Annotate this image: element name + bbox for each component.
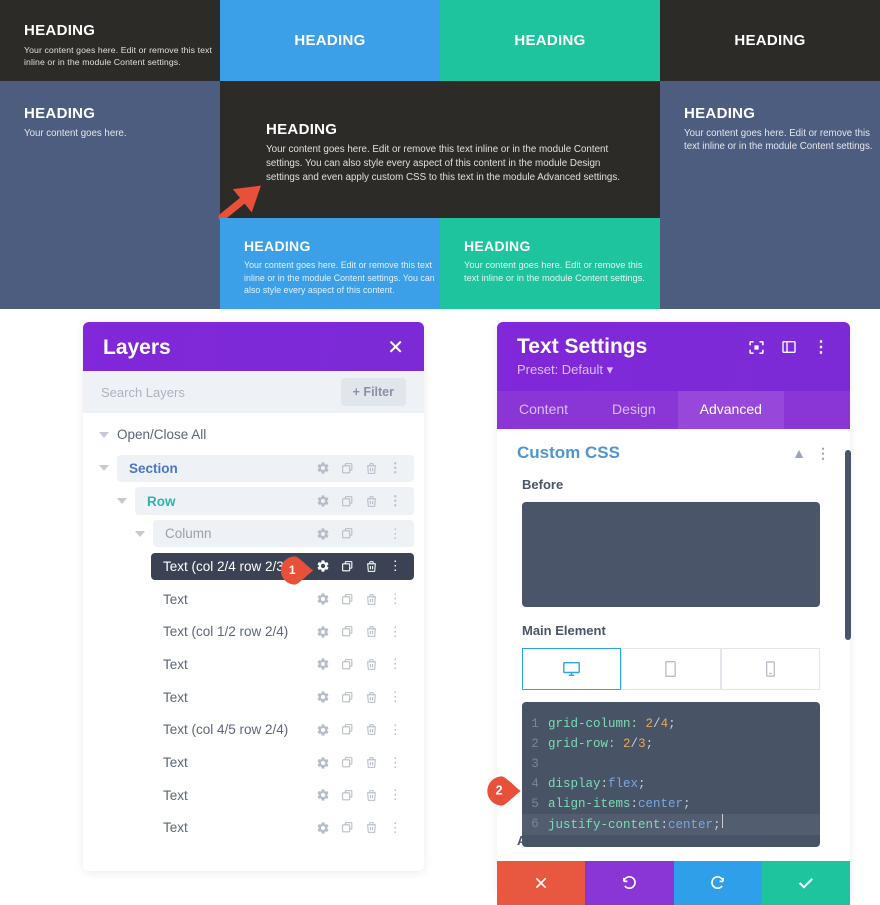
svg-text:1: 1 xyxy=(289,563,296,577)
svg-text:2: 2 xyxy=(496,783,503,797)
